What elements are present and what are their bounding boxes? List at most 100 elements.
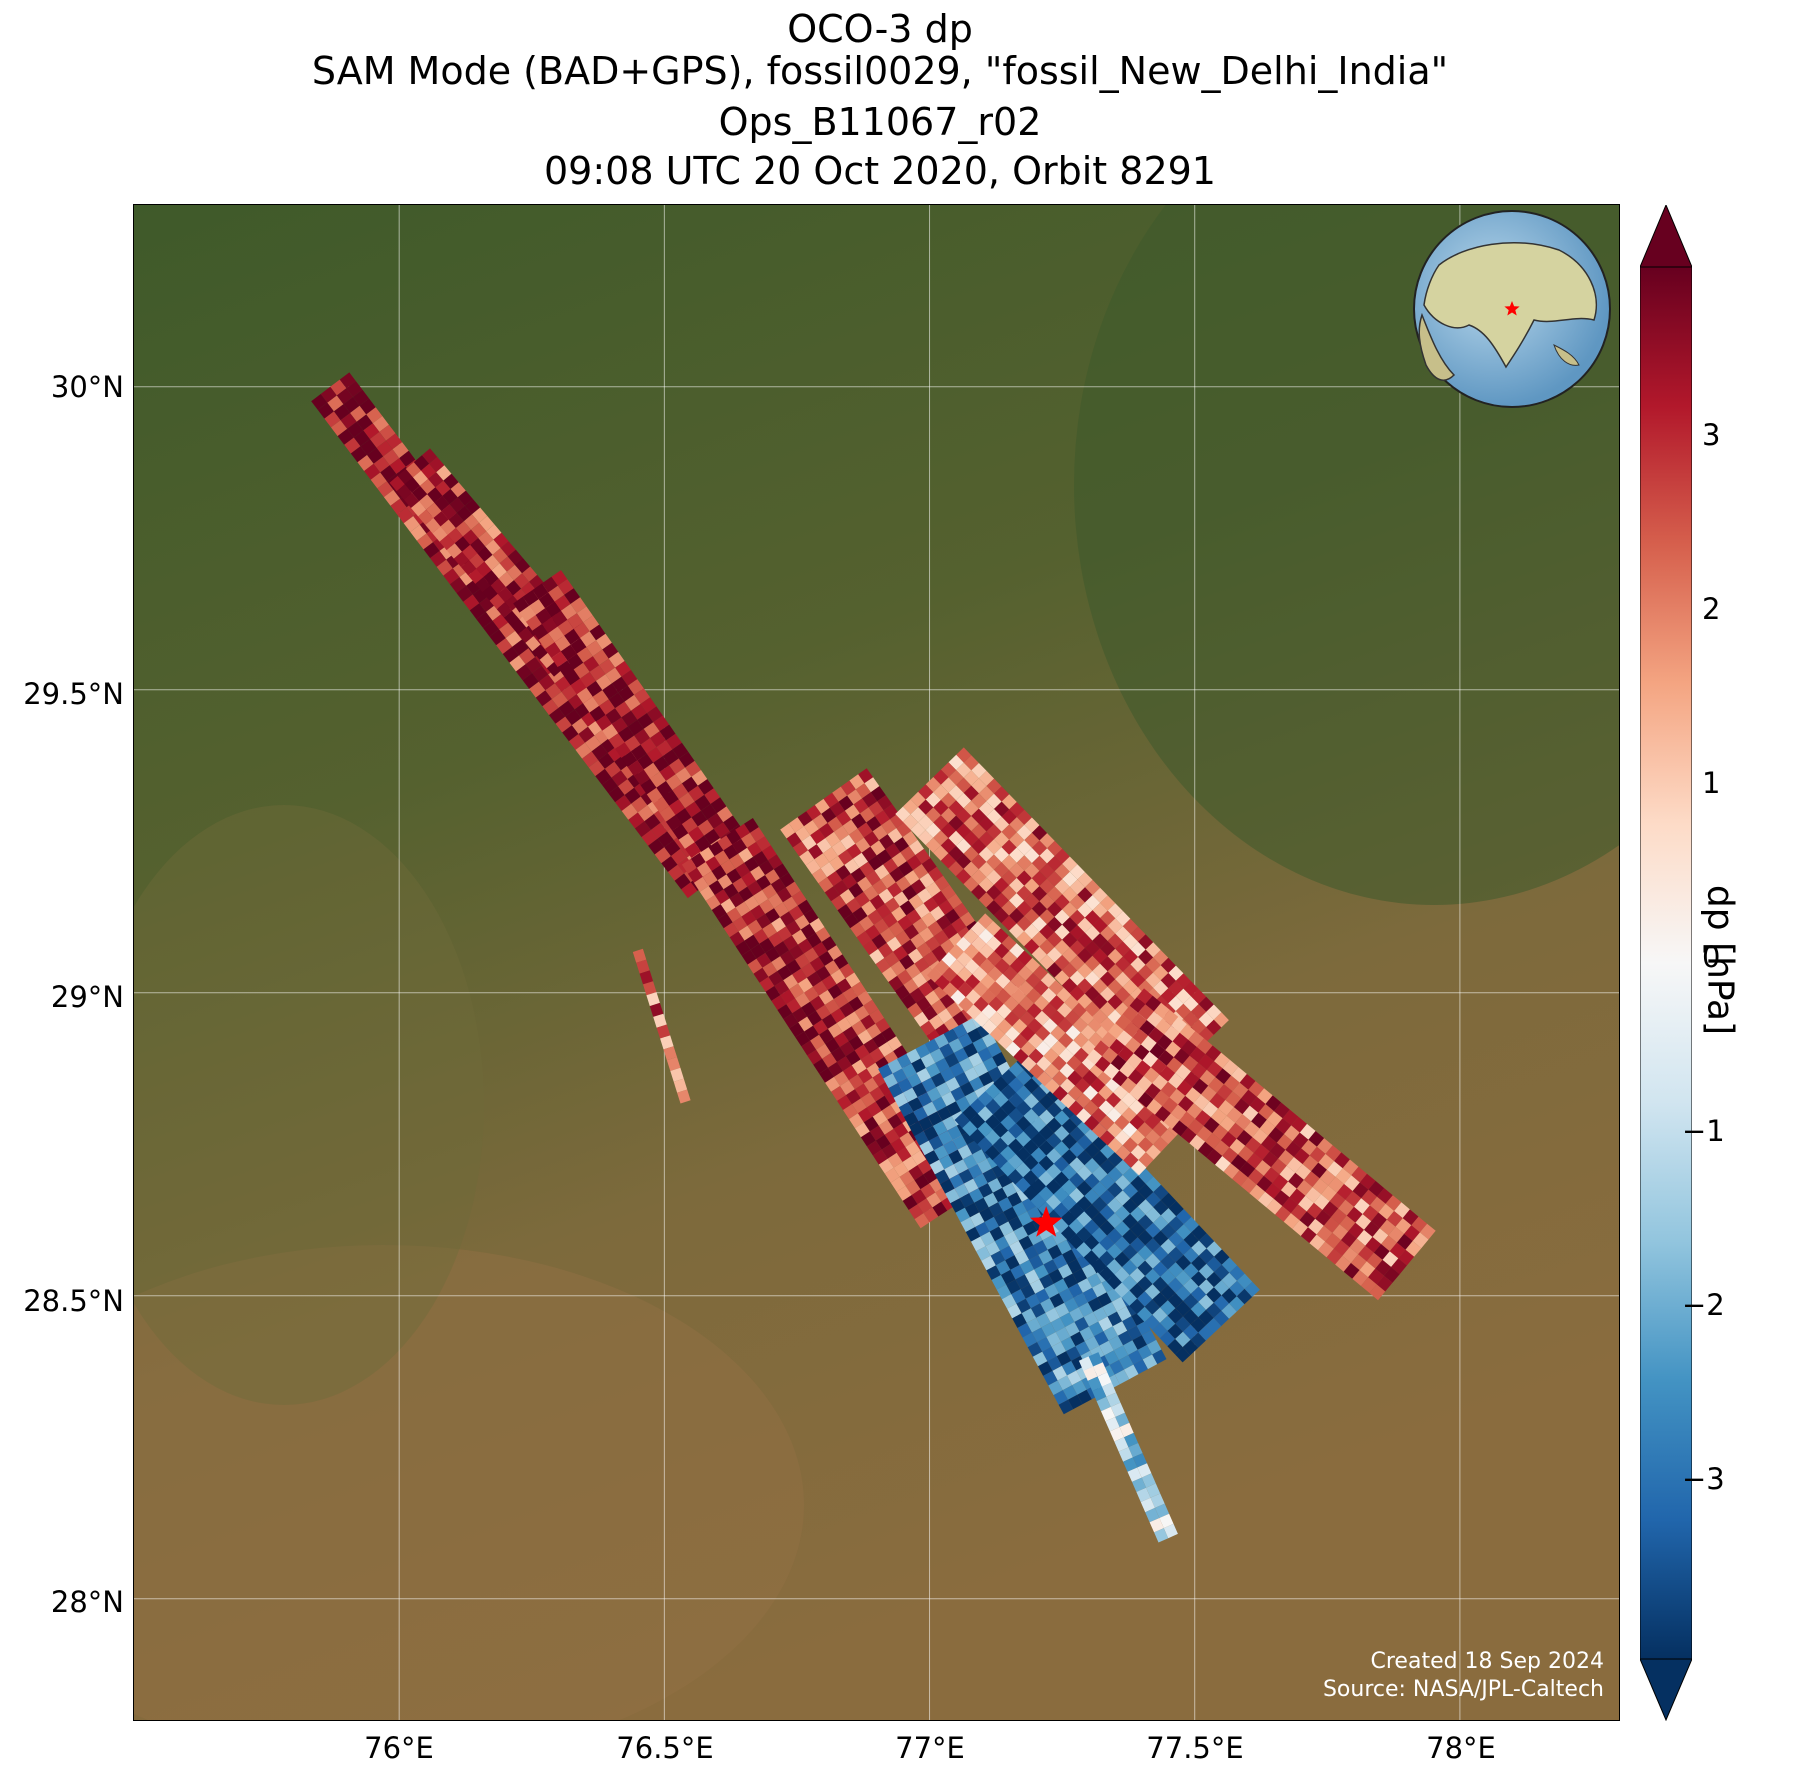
dp-cell [667, 864, 685, 881]
dp-cell [1225, 1091, 1242, 1108]
dp-cell [972, 1037, 988, 1053]
dp-cell [1208, 1077, 1224, 1093]
dp-cell [1092, 1123, 1108, 1139]
dp-cell [1136, 1076, 1153, 1092]
dp-cell [890, 960, 906, 976]
dp-cell [1152, 1276, 1168, 1293]
dp-cell [969, 1188, 984, 1203]
dp-cell [902, 1195, 918, 1210]
dp-cell [833, 880, 849, 896]
dp-cell [1296, 1179, 1313, 1196]
dp-cell [1191, 1225, 1207, 1241]
dp-cell [1023, 1108, 1039, 1125]
dp-cell [1024, 893, 1040, 909]
dp-cell [922, 1005, 938, 1021]
dp-cell [1082, 1070, 1098, 1086]
dp-cell [1026, 1317, 1042, 1333]
dp-cell [1047, 871, 1063, 887]
dp-cell [479, 515, 495, 532]
dp-cell [549, 707, 566, 724]
dp-cell [1241, 1089, 1257, 1106]
dp-cell [588, 760, 605, 777]
dp-cell [640, 738, 657, 754]
dp-cell [735, 901, 751, 917]
dp-cell [1159, 1315, 1176, 1331]
dp-cell [1122, 949, 1138, 965]
dp-cell [1027, 1033, 1044, 1049]
dp-cell [792, 968, 807, 984]
dp-cell [457, 490, 473, 506]
dp-cell [831, 840, 847, 856]
dp-cell [1061, 1195, 1077, 1211]
dp-cell [797, 938, 813, 954]
dp-cell [897, 969, 913, 985]
dp-cell [1113, 1099, 1129, 1115]
dp-cell [1092, 1009, 1108, 1025]
dp-cell [586, 640, 603, 657]
dp-cell [806, 932, 822, 948]
dp-cell [1168, 1216, 1184, 1232]
dp-cell [505, 630, 522, 647]
dp-cell [985, 1083, 1001, 1099]
dp-cell [1000, 1161, 1016, 1177]
dp-cell [1069, 879, 1085, 895]
dp-cell [412, 470, 429, 486]
dp-cell [1137, 1122, 1153, 1138]
dp-cell [1288, 1172, 1304, 1189]
dp-cell [1084, 986, 1100, 1002]
dp-cell [403, 492, 420, 508]
dp-cell [825, 1038, 840, 1053]
dp-cell [807, 1049, 823, 1065]
dp-cell [462, 544, 478, 561]
dp-cell [1196, 1126, 1213, 1142]
dp-cell [637, 753, 654, 770]
dp-cell [1326, 1161, 1343, 1177]
dp-cell [493, 532, 509, 548]
dp-cell [545, 601, 561, 618]
dp-cell [339, 372, 356, 389]
dp-cell [1038, 1109, 1055, 1125]
dp-cell [1114, 1205, 1131, 1222]
dp-cell [564, 588, 581, 604]
dp-cell [1057, 1375, 1073, 1391]
dp-cell [1213, 1140, 1230, 1156]
dp-cell [1069, 970, 1085, 986]
dp-cell [1039, 909, 1055, 925]
dp-cell [583, 615, 600, 632]
dp-cell [906, 855, 922, 871]
dp-cell [1127, 1467, 1142, 1482]
dp-cell [882, 966, 898, 982]
dp-cell [1152, 1307, 1168, 1323]
dp-cell [1196, 1038, 1213, 1055]
dp-cell [882, 912, 898, 928]
dp-cell [1221, 1272, 1237, 1289]
dp-cell [780, 911, 795, 927]
dp-cell [780, 950, 795, 966]
dp-cell [1052, 1365, 1067, 1381]
dp-cell [498, 571, 514, 587]
dp-cell [805, 859, 821, 875]
dp-cell [964, 959, 980, 975]
dp-cell [812, 814, 828, 830]
dp-cell [1054, 939, 1070, 955]
dp-cell [927, 967, 943, 983]
dp-cell [848, 828, 864, 844]
dp-cell [842, 987, 858, 1003]
dp-cell [744, 856, 759, 872]
dp-cell [840, 834, 856, 850]
dp-cell [1282, 1197, 1299, 1214]
dp-cell [1040, 1298, 1055, 1313]
dp-cell [918, 927, 934, 943]
dp-cell [1112, 1070, 1128, 1087]
dp-cell [1345, 1191, 1362, 1207]
dp-cell [750, 866, 765, 881]
dp-cell [1049, 1010, 1065, 1026]
dp-cell [1031, 901, 1047, 917]
dp-cell [1000, 1115, 1016, 1131]
dp-cell [672, 742, 689, 759]
dp-cell [1280, 1181, 1297, 1198]
dp-cell [940, 853, 956, 869]
dp-cell [1001, 885, 1017, 901]
dp-cell [1206, 1004, 1222, 1020]
dp-cell [876, 903, 892, 919]
